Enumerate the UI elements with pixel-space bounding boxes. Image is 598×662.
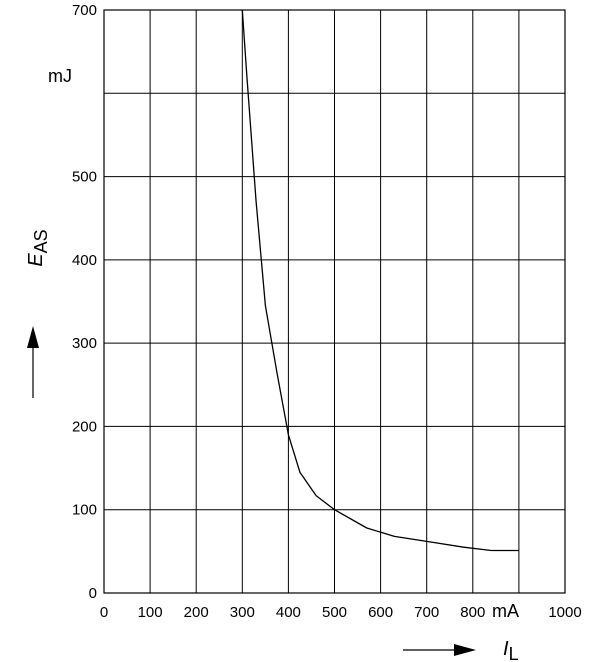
y-axis-symbol: E [25,253,47,267]
x-tick-label: 400 [276,604,301,621]
y-tick-labels: 0 100 200 300 400 500 700 [72,2,97,602]
y-tick-label: 200 [72,418,97,435]
x-tick-label: 700 [414,604,439,621]
grid [104,10,565,593]
y-tick-label: 300 [72,335,97,352]
x-axis-subscript: L [509,644,519,662]
plot-frame [103,9,566,594]
y-unit-label: mJ [48,66,72,86]
x-tick-label: 800 [460,604,485,621]
x-tick-label: 100 [138,604,163,621]
x-axis-symbol: I [503,638,509,660]
x-arrow-head [454,644,476,656]
x-tick-label: 200 [184,604,209,621]
y-axis-label: EAS [25,229,51,266]
y-tick-label: 0 [89,585,97,602]
y-axis-subscript: AS [31,229,51,253]
x-tick-label: 600 [368,604,393,621]
y-tick-label: 700 [72,2,97,19]
x-tick-label: 500 [322,604,347,621]
y-tick-label: 100 [72,502,97,519]
x-tick-label: 0 [100,604,108,621]
series-layer [241,9,519,552]
x-axis-label: IL [503,638,519,662]
x-unit-label: mA [492,601,519,621]
x-tick-labels: 0 100 200 300 400 500 600 700 800 1000 [100,604,582,621]
y-tick-label: 500 [72,169,97,186]
y-arrow-head [27,326,39,348]
y-tick-label: 400 [72,252,97,269]
series-line [241,9,519,552]
x-tick-label: 1000 [548,604,581,621]
x-tick-label: 300 [230,604,255,621]
